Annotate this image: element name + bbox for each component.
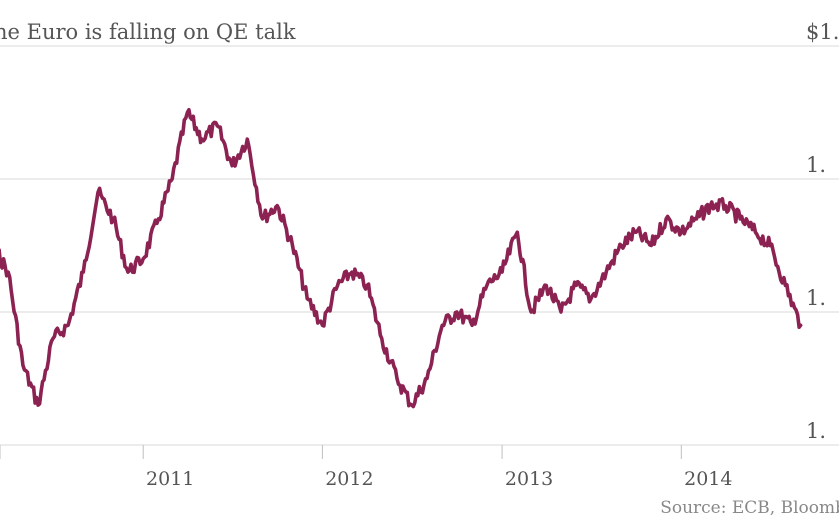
chart-title: he Euro is falling on QE talk [0,20,296,44]
source-note: Source: ECB, Bloomb [660,498,839,518]
x-tick-label: 2011 [146,468,194,490]
y-tick-label: 1. [806,286,826,310]
x-axis: 2011 2012 2013 2014 [0,445,732,490]
y-tick-label: 1. [806,419,826,443]
x-tick-label: 2012 [325,468,373,490]
y-tick-label: 1. [806,153,826,177]
gridlines [0,45,839,446]
x-tick-label: 2013 [505,468,553,490]
eur-usd-series-line [0,107,803,409]
y-axis: $1. 1. 1. 1. [806,20,839,443]
y-tick-label: $1. [806,20,839,44]
x-tick-label: 2014 [684,468,732,490]
